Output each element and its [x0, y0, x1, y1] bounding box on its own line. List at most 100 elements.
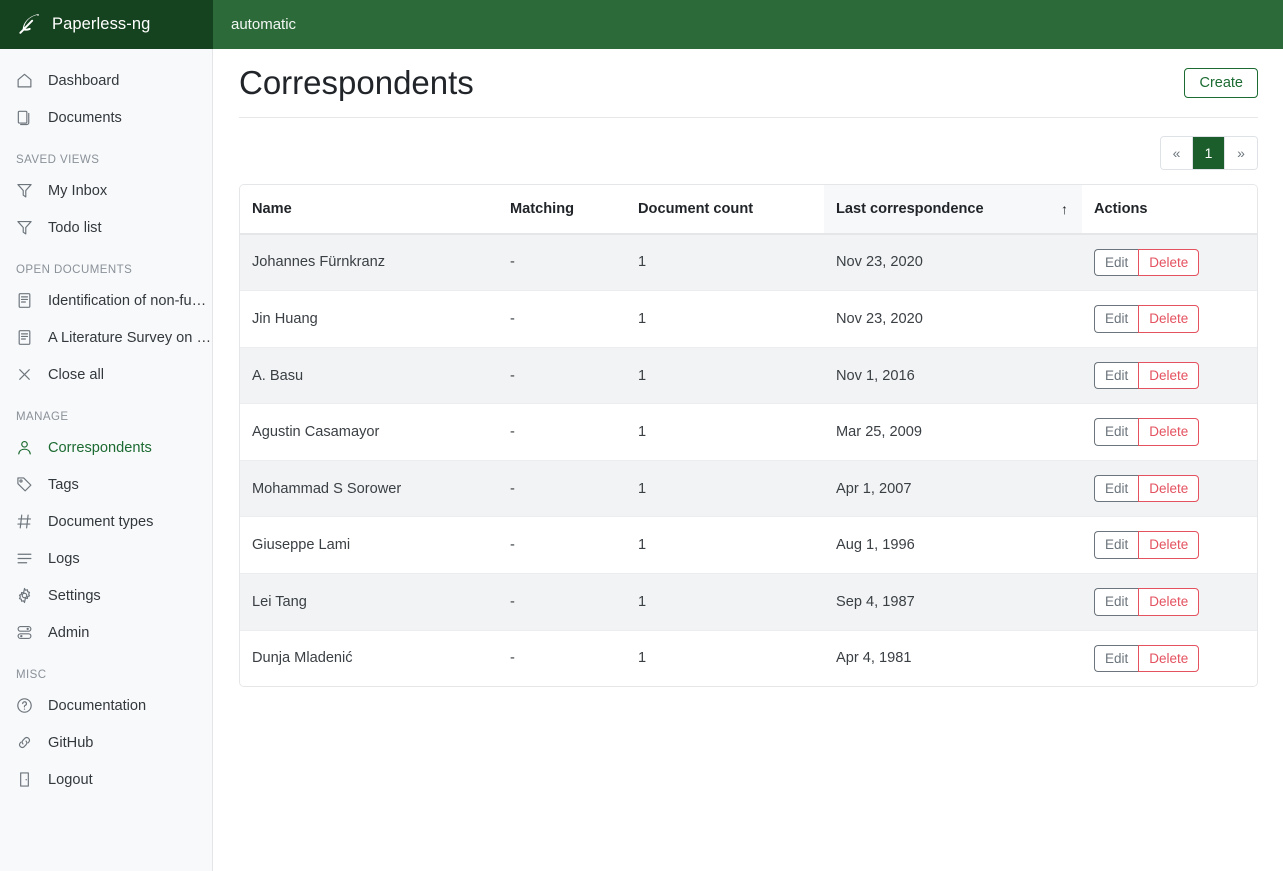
cell-matching: - [498, 630, 626, 687]
cell-name: Lei Tang [240, 573, 498, 631]
sidebar-item-admin[interactable]: Admin [0, 614, 212, 651]
sidebar-item-label: Todo list [48, 219, 102, 236]
link-icon [16, 734, 33, 751]
table-row: Giuseppe Lami -1 Aug 1, 1996 Edit Delete [240, 516, 1257, 574]
sidebar-item-logs[interactable]: Logs [0, 540, 212, 577]
sidebar-item-identification-of-non-fu[interactable]: Identification of non-fu… [0, 282, 212, 319]
sidebar-item-label: Settings [48, 587, 101, 604]
pagination-next[interactable]: » [1225, 136, 1257, 169]
gear-icon [16, 587, 33, 604]
main-content: Correspondents Create « 1 » Name Matchin… [214, 49, 1283, 871]
cell-name: A. Basu [240, 347, 498, 405]
sidebar-item-my-inbox[interactable]: My Inbox [0, 172, 212, 209]
sidebar-item-label: Logout [48, 771, 93, 788]
sort-ascending-icon: ↑ [1061, 200, 1068, 217]
cell-matching: - [498, 233, 626, 292]
pagination-page-1[interactable]: 1 [1193, 136, 1225, 169]
correspondents-table-wrapper: Name Matching Document count Last corres… [239, 183, 1258, 688]
sidebar-item-document-types[interactable]: Document types [0, 503, 212, 540]
question-circle-icon [16, 697, 33, 714]
sidebar-item-github[interactable]: GitHub [0, 724, 212, 761]
edit-button[interactable]: Edit [1094, 361, 1139, 390]
pagination: « 1 » [1160, 135, 1258, 170]
sidebar-item-logout[interactable]: Logout [0, 761, 212, 798]
cell-matching: - [498, 573, 626, 631]
pagination-row: « 1 » [239, 118, 1258, 170]
navbar-title: automatic [231, 16, 297, 33]
delete-button[interactable]: Delete [1138, 644, 1200, 673]
cell-actions: Edit Delete [1082, 630, 1257, 687]
delete-button[interactable]: Delete [1138, 305, 1200, 333]
table-header-row: Name Matching Document count Last corres… [240, 184, 1257, 235]
action-button-group: Edit Delete [1094, 644, 1200, 673]
sidebar-item-documentation[interactable]: Documentation [0, 687, 212, 724]
action-button-group: Edit Delete [1094, 587, 1200, 616]
table-row: A. Basu -1 Nov 1, 2016 Edit Delete [240, 347, 1257, 405]
person-icon [16, 439, 33, 456]
document-icon [16, 292, 33, 309]
sidebar-section-title: OPEN DOCUMENTS [16, 264, 133, 276]
edit-button[interactable]: Edit [1094, 418, 1139, 446]
sidebar-item-label: GitHub [48, 734, 94, 751]
table-row: Jin Huang -1 Nov 23, 2020 Edit Delete [240, 290, 1257, 348]
cell-document-count: 1 [626, 516, 824, 574]
edit-button[interactable]: Edit [1094, 248, 1139, 277]
delete-button[interactable]: Delete [1138, 248, 1200, 277]
sidebar-item-correspondents[interactable]: Correspondents [0, 429, 212, 466]
delete-button[interactable]: Delete [1138, 418, 1200, 446]
sidebar-section-title: MISC [16, 669, 47, 681]
sidebar-item-label: Tags [48, 476, 79, 493]
cell-name: Dunja Mladenić [240, 630, 498, 687]
delete-button[interactable]: Delete [1138, 587, 1200, 616]
sidebar-item-dashboard[interactable]: Dashboard [0, 62, 212, 99]
cell-document-count: 1 [626, 290, 824, 348]
sidebar-item-todo-list[interactable]: Todo list [0, 209, 212, 246]
table-body: Johannes Fürnkranz -1 Nov 23, 2020 Edit Dele… [240, 233, 1257, 687]
cell-actions: Edit Delete [1082, 233, 1257, 292]
create-button[interactable]: Create [1184, 67, 1258, 98]
pagination-prev[interactable]: « [1161, 136, 1193, 169]
top-navbar: Paperless-ng automatic [0, 0, 1283, 49]
edit-button[interactable]: Edit [1094, 474, 1139, 503]
edit-button[interactable]: Edit [1094, 305, 1139, 333]
action-button-group: Edit Delete [1094, 418, 1200, 446]
house-icon [16, 72, 33, 89]
column-header-name[interactable]: Name [240, 184, 498, 235]
cell-last-correspondence: Apr 4, 1981 [824, 630, 1082, 687]
sidebar-item-label: Documents [48, 109, 122, 126]
cell-document-count: 1 [626, 460, 824, 518]
sidebar-item-close-all[interactable]: Close all [0, 356, 212, 393]
delete-button[interactable]: Delete [1138, 361, 1200, 390]
delete-button[interactable]: Delete [1138, 474, 1200, 503]
brand-name: Paperless-ng [52, 15, 151, 33]
sidebar-item-settings[interactable]: Settings [0, 577, 212, 614]
document-icon [16, 329, 33, 346]
column-header-actions: Actions [1082, 184, 1257, 235]
cell-document-count: 1 [626, 233, 824, 292]
sidebar-item-documents[interactable]: Documents [0, 99, 212, 136]
column-header-document-count[interactable]: Document count [626, 184, 824, 235]
edit-button[interactable]: Edit [1094, 587, 1139, 616]
sliders-icon [16, 624, 33, 641]
column-header-last-correspondence-label: Last correspondence [836, 200, 984, 217]
edit-button[interactable]: Edit [1094, 531, 1139, 559]
sidebar-item-a-literature-survey-on[interactable]: A Literature Survey on … [0, 319, 212, 356]
tag-icon [16, 476, 33, 493]
sidebar-item-tags[interactable]: Tags [0, 466, 212, 503]
door-icon [16, 771, 33, 788]
table-row: Agustin Casamayor -1 Mar 25, 2009 Edit Delet… [240, 403, 1257, 461]
cell-name: Johannes Fürnkranz [240, 233, 498, 292]
delete-button[interactable]: Delete [1138, 531, 1200, 559]
brand-logo[interactable]: Paperless-ng [0, 0, 213, 49]
feather-icon [18, 13, 40, 36]
cell-last-correspondence: Mar 25, 2009 [824, 403, 1082, 461]
cell-last-correspondence: Aug 1, 1996 [824, 516, 1082, 574]
cell-last-correspondence: Nov 23, 2020 [824, 290, 1082, 348]
cell-last-correspondence: Sep 4, 1987 [824, 573, 1082, 631]
column-header-last-correspondence[interactable]: Last correspondence ↑ [824, 184, 1082, 235]
column-header-matching[interactable]: Matching [498, 184, 626, 235]
sidebar-section-title: MANAGE [16, 411, 69, 423]
page-title: Correspondents [239, 64, 474, 101]
edit-button[interactable]: Edit [1094, 644, 1139, 673]
cell-document-count: 1 [626, 630, 824, 687]
